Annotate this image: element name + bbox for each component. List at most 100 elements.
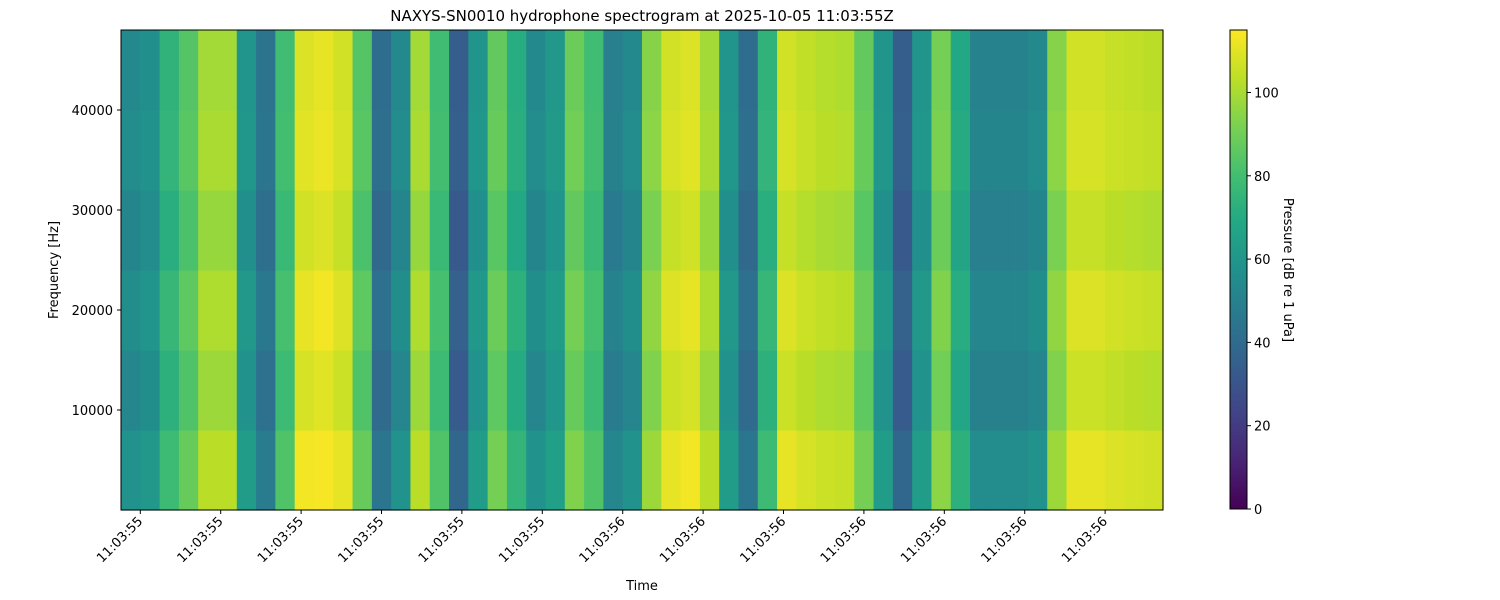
cell [1143, 430, 1164, 511]
cell [1143, 270, 1164, 351]
cell [777, 350, 797, 431]
cell [352, 190, 373, 271]
cell [777, 190, 797, 271]
cell [140, 110, 161, 191]
cell [159, 350, 180, 431]
cell [1105, 430, 1126, 511]
x-axis-label: Time [625, 579, 658, 594]
cell [796, 110, 817, 191]
cell [1008, 190, 1029, 271]
cell [738, 350, 759, 431]
cell [429, 430, 450, 511]
cell [1027, 30, 1048, 111]
cell [313, 350, 334, 431]
cell [777, 110, 797, 191]
cell [121, 430, 141, 511]
cell [834, 350, 855, 431]
cell [236, 270, 257, 351]
cell [699, 430, 720, 511]
cell [198, 350, 219, 431]
cell [275, 270, 296, 351]
cell [603, 350, 624, 431]
cell [313, 110, 334, 191]
cell [198, 30, 219, 111]
cell [912, 270, 933, 351]
cell [545, 430, 566, 511]
cell [1047, 430, 1068, 511]
cell [931, 350, 952, 431]
cell [371, 270, 392, 351]
cell [545, 110, 566, 191]
cell [970, 190, 990, 271]
cell [757, 270, 778, 351]
cell [294, 350, 315, 431]
cell [834, 270, 855, 351]
cell [680, 350, 701, 431]
cell [584, 430, 605, 511]
cell [757, 190, 778, 271]
cell [603, 30, 624, 111]
cell [661, 190, 682, 271]
cell [178, 190, 199, 271]
colorbar-tick-label: 40 [1254, 336, 1271, 351]
cell [854, 270, 875, 351]
cell [873, 110, 894, 191]
cell [256, 430, 276, 511]
cell [1143, 110, 1164, 191]
cell [738, 110, 759, 191]
cell [294, 190, 315, 271]
cell [931, 110, 952, 191]
cell [256, 350, 276, 431]
cell [854, 350, 875, 431]
cell [719, 430, 740, 511]
cell [526, 110, 547, 191]
cell [121, 350, 141, 431]
colorbar-tick-label: 80 [1254, 170, 1271, 185]
colorbar-tick-label: 100 [1254, 86, 1279, 101]
cell [352, 110, 373, 191]
colorbar-tick-label: 20 [1254, 420, 1271, 435]
cell [217, 30, 238, 111]
cell [371, 30, 392, 111]
cell [1085, 30, 1106, 111]
cell [526, 350, 547, 431]
cell [603, 270, 624, 351]
cell [757, 430, 778, 511]
cell [468, 190, 489, 271]
x-tick-label: 11:03:55 [94, 514, 146, 566]
cell [661, 270, 682, 351]
cell [391, 110, 412, 191]
cell [333, 270, 354, 351]
cell [699, 350, 720, 431]
cell [642, 30, 662, 111]
cell [217, 430, 238, 511]
cell [970, 430, 990, 511]
cell [757, 30, 778, 111]
cell [1008, 270, 1029, 351]
cell [294, 110, 315, 191]
cell [217, 110, 238, 191]
chart-title: NAXYS-SN0010 hydrophone spectrogram at 2… [390, 7, 894, 25]
cell [989, 270, 1010, 351]
cell [738, 190, 759, 271]
cell [1047, 270, 1068, 351]
cell [970, 30, 990, 111]
cell [892, 430, 913, 511]
cell [719, 30, 740, 111]
cell [873, 270, 894, 351]
cell [121, 270, 141, 351]
cell [140, 350, 161, 431]
cell [371, 190, 392, 271]
cell [256, 190, 276, 271]
cell [545, 190, 566, 271]
cell [159, 30, 180, 111]
cell [236, 430, 257, 511]
cell [429, 190, 450, 271]
cell [912, 110, 933, 191]
cell [564, 30, 585, 111]
cell [371, 110, 392, 191]
cell [564, 270, 585, 351]
cell [159, 110, 180, 191]
cell [777, 430, 797, 511]
cell [892, 110, 913, 191]
